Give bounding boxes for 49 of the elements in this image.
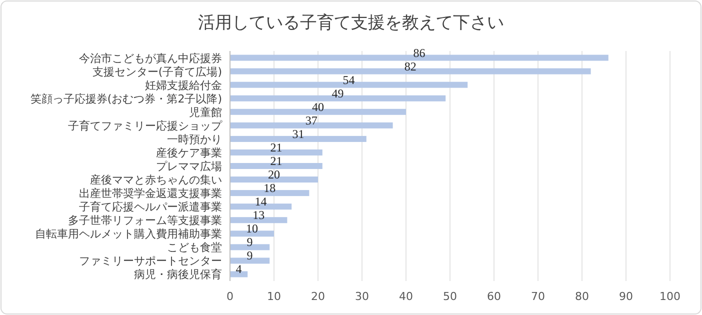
x-tick-label: 70 [531,290,545,303]
y-tick-label: プレママ広場 [156,160,222,173]
data-label: 21 [270,154,282,168]
y-tick-label: 産後ママと赤ちゃんの集い [90,174,222,187]
data-label: 54 [342,72,355,87]
data-label: 37 [305,113,318,128]
y-tick-label: 今治市こどもが真ん中応援券 [79,52,222,65]
x-tick-label: 40 [399,290,413,303]
y-tick-label: 出産世帯奨学金返還支援事業 [79,187,222,200]
y-tick-label: こども食堂 [167,241,222,254]
data-label: 9 [246,235,253,250]
bar [230,163,322,169]
y-tick-label: 自転車用ヘルメット購入費用補助事業 [35,228,222,241]
x-tick-label: 80 [575,290,589,303]
x-tick-label: 50 [443,290,457,303]
chart-title: 活用している子育て支援を教えて下さい [198,13,504,33]
x-tick-label: 10 [267,290,281,303]
data-label: 40 [312,100,324,114]
y-tick-label: 支援センター(子育て広場) [92,65,222,78]
y-tick-label: 多子世帯リフォーム等支援事業 [68,214,222,228]
data-label: 9 [246,248,253,263]
data-label: 20 [268,168,280,182]
bar [230,271,248,278]
bar [230,204,292,210]
y-tick-label: ファミリーサポートセンター [79,254,222,268]
data-label: 49 [332,86,344,100]
data-label: 14 [254,194,267,209]
y-tick-label: 病児・病後児保育 [134,268,222,282]
data-label: 31 [292,126,304,141]
y-tick-label: 子育て応援ヘルパー派遣事業 [79,200,222,214]
x-tick-label: 30 [355,290,369,303]
data-label: 18 [264,181,276,196]
y-tick-label: 子育てファミリー応援ショップ [68,119,223,132]
data-label: 21 [270,140,282,154]
data-label: 10 [246,222,258,236]
y-tick-label: 妊婦支援給付金 [145,78,222,92]
x-tick-label: 90 [619,290,633,303]
x-tick-label: 20 [311,290,325,303]
data-label: 4 [236,262,242,276]
x-tick-label: 100 [660,290,680,303]
y-tick-label: 産後ケア事業 [156,146,222,160]
y-tick-label: 一時預かり [167,132,222,146]
x-tick-label: 0 [226,290,234,303]
y-tick-label: 笑顔っ子応援券(おむつ券・第2子以降) [30,92,222,106]
data-label: 86 [413,46,426,60]
data-label: 82 [404,59,416,74]
y-tick-label: 児童館 [189,106,222,119]
x-tick-label: 60 [487,290,501,303]
data-label: 13 [252,208,265,222]
